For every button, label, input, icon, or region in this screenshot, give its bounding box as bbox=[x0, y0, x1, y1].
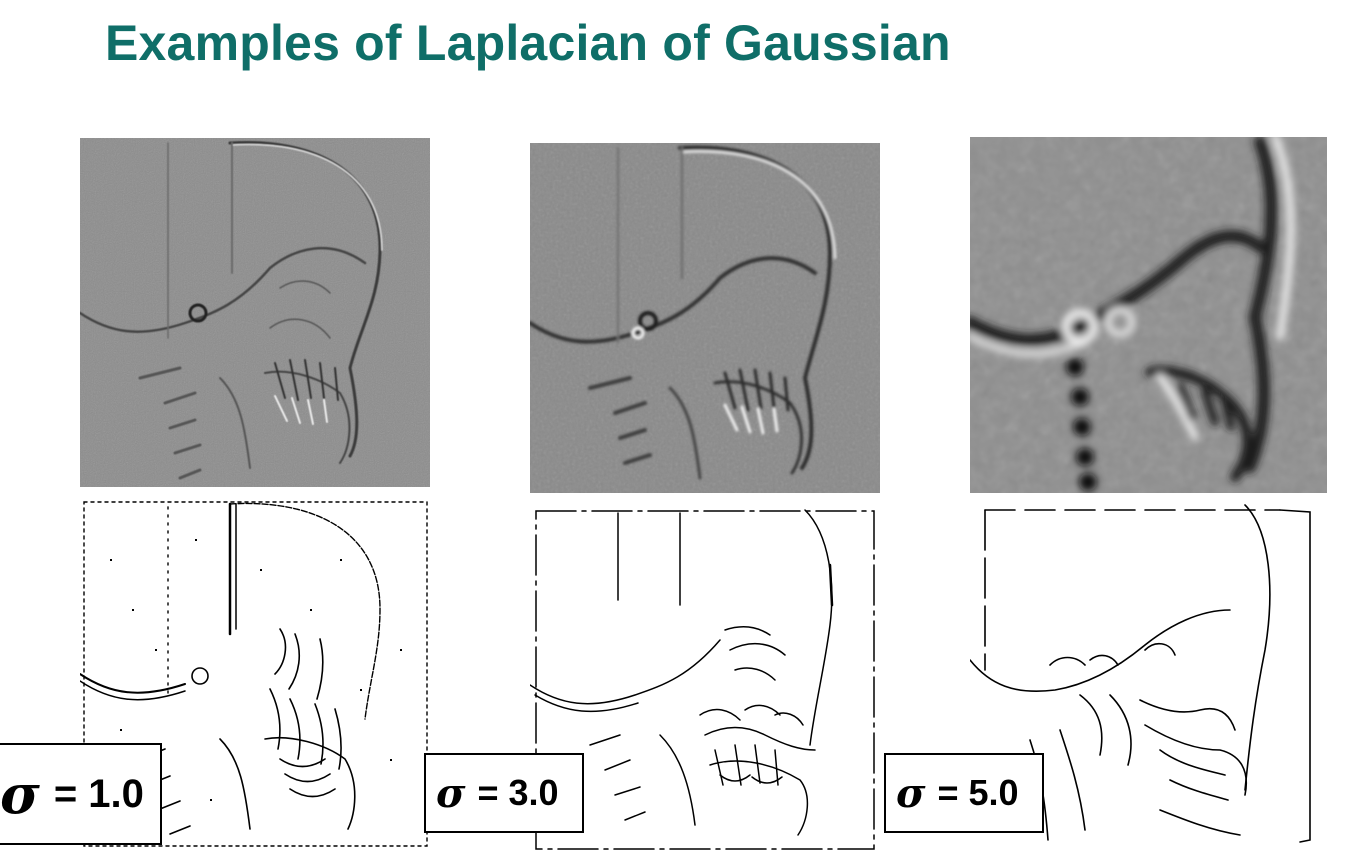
sigma-symbol: σ bbox=[0, 762, 40, 826]
sigma-label-1: σ = 1.0 bbox=[0, 743, 162, 845]
sigma-symbol: σ bbox=[896, 770, 926, 817]
log-image-sigma-1 bbox=[80, 138, 430, 487]
slide-title: Examples of Laplacian of Gaussian bbox=[105, 14, 951, 72]
sigma-value: = 5.0 bbox=[938, 772, 1019, 814]
sigma-symbol: σ bbox=[436, 770, 466, 817]
sigma-value: = 3.0 bbox=[478, 772, 559, 814]
sigma-label-3: σ = 3.0 bbox=[424, 753, 584, 833]
log-image-sigma-5 bbox=[970, 137, 1327, 493]
sigma-label-5: σ = 5.0 bbox=[884, 753, 1044, 833]
log-image-sigma-3 bbox=[530, 143, 880, 493]
sigma-value: = 1.0 bbox=[54, 772, 144, 817]
